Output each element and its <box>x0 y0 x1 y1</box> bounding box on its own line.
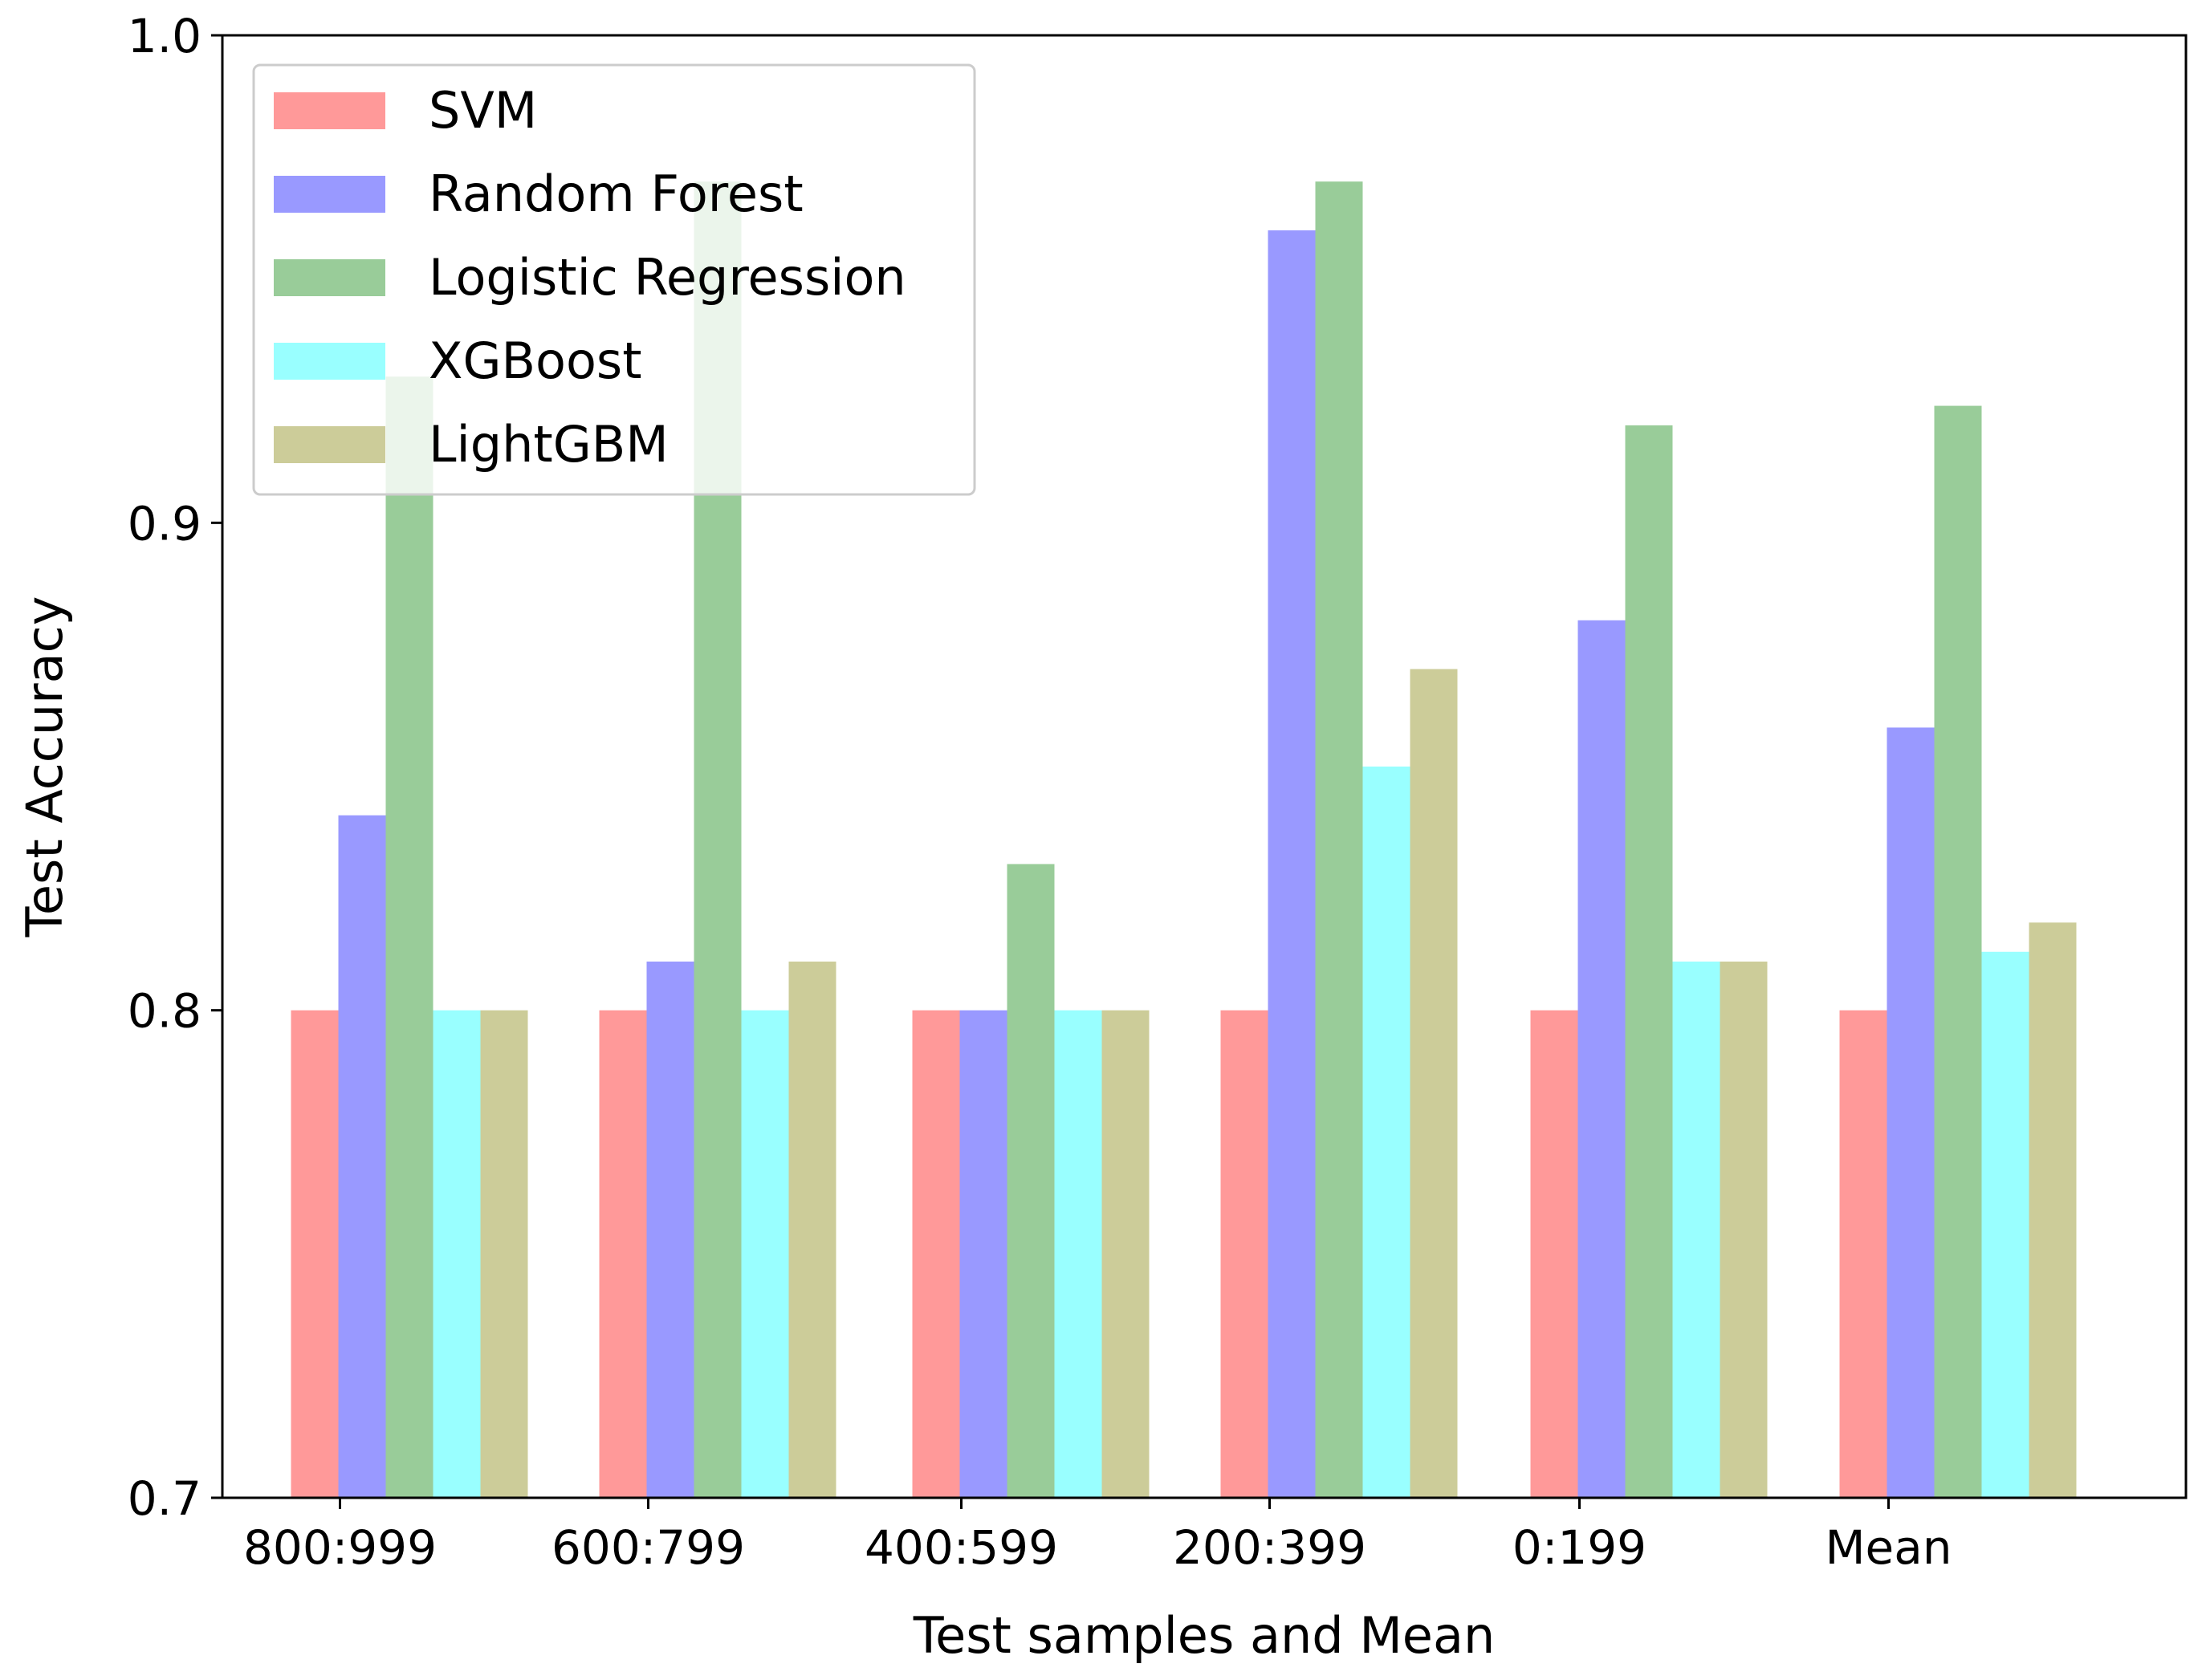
bar-xgboost-6 <box>1981 951 2029 1498</box>
legend: SVM Random Forest Logistic Regression XGBoo… <box>252 63 976 496</box>
bar-lightgbm-5 <box>1720 961 1768 1498</box>
legend-swatch <box>274 343 385 380</box>
bar-random-forest-4 <box>1268 230 1316 1498</box>
bar-logistic-regression-3 <box>1007 864 1055 1498</box>
bar-logistic-regression-5 <box>1625 425 1673 1498</box>
x-tick-label: 200:399 <box>1173 1520 1366 1575</box>
bar-svm-4 <box>1220 1010 1268 1498</box>
legend-label: XGBoost <box>429 332 642 390</box>
bar-svm-1 <box>291 1010 339 1498</box>
legend-swatch <box>274 176 385 213</box>
bar-random-forest-3 <box>959 1010 1007 1498</box>
bars-layer <box>291 181 2077 1499</box>
y-tick-label: 0.7 <box>128 1471 201 1526</box>
y-tick-label: 0.8 <box>128 984 201 1039</box>
legend-swatch <box>274 259 385 296</box>
bar-lightgbm-1 <box>480 1010 528 1498</box>
bar-logistic-regression-1 <box>385 376 433 1499</box>
x-tick-label: 400:599 <box>865 1520 1058 1575</box>
bar-xgboost-1 <box>433 1010 481 1498</box>
y-axis-label: Test Accuracy <box>15 596 74 938</box>
bar-svm-5 <box>1530 1010 1578 1498</box>
legend-label: SVM <box>429 81 537 140</box>
bar-logistic-regression-6 <box>1934 405 1982 1498</box>
bar-svm-6 <box>1839 1010 1887 1498</box>
bar-random-forest-6 <box>1887 727 1935 1498</box>
bar-svm-2 <box>599 1010 647 1498</box>
bar-lightgbm-6 <box>2029 922 2077 1498</box>
plot-frame <box>221 34 2188 1499</box>
bar-random-forest-5 <box>1577 620 1626 1498</box>
x-tick-label: 0:199 <box>1512 1520 1646 1575</box>
x-axis: 800:999 600:799 400:599 200:399 0:199 Mean <box>243 1498 1952 1575</box>
bar-random-forest-1 <box>338 815 386 1498</box>
bar-xgboost-2 <box>741 1010 789 1498</box>
legend-box <box>252 63 976 496</box>
y-tick-label: 1.0 <box>128 9 201 63</box>
x-tick-label: Mean <box>1825 1520 1952 1575</box>
bar-svm-3 <box>912 1010 960 1498</box>
x-axis-label: Test samples and Mean <box>913 1606 1496 1665</box>
bar-xgboost-5 <box>1672 961 1720 1498</box>
bar-xgboost-3 <box>1054 1010 1102 1498</box>
bar-xgboost-4 <box>1362 767 1410 1498</box>
legend-label: LightGBM <box>429 415 669 474</box>
y-tick-label: 0.9 <box>128 496 201 551</box>
y-axis: 0.7 0.8 0.9 1.0 <box>128 9 222 1526</box>
bar-lightgbm-2 <box>788 961 836 1498</box>
legend-swatch <box>274 426 385 463</box>
bar-random-forest-2 <box>646 961 694 1498</box>
legend-swatch <box>274 92 385 129</box>
x-tick-label: 600:799 <box>552 1520 745 1575</box>
bar-logistic-regression-4 <box>1315 181 1363 1499</box>
legend-label: Random Forest <box>429 165 804 223</box>
x-tick-label: 800:999 <box>243 1520 437 1575</box>
bar-lightgbm-3 <box>1101 1010 1150 1498</box>
legend-label: Logistic Regression <box>429 248 906 307</box>
bar-lightgbm-4 <box>1410 669 1458 1498</box>
